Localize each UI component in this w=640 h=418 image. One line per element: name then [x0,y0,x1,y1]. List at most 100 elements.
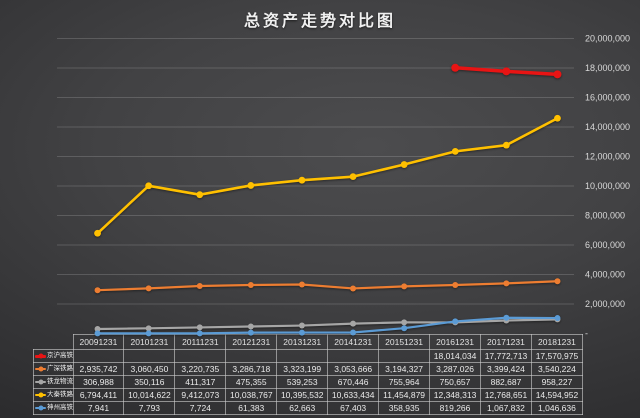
value-cell: 7,941 [72,401,125,415]
series-label-cell: 神州高铁 [33,401,74,415]
year-header-cell: 20181231 [530,334,584,350]
value-cell: 3,194,327 [378,362,431,376]
data-point-marker [350,285,357,292]
legend-line-icon [35,353,46,359]
year-header-cell: 20171231 [480,334,532,350]
y-axis-label: - [585,329,588,339]
data-point-marker [196,282,203,289]
data-point-marker [349,173,357,181]
data-point-marker [298,176,306,184]
value-cell: 350,116 [123,375,176,389]
value-cell [378,349,431,363]
year-header-cell: 20151231 [378,334,431,350]
y-axis-label: 6,000,000 [585,240,625,250]
value-cell: 958,227 [530,375,584,389]
data-point-marker [554,316,561,323]
data-point-marker [298,322,305,329]
data-point-marker [554,114,561,122]
legend-line-icon [35,379,46,385]
series-label-cell: 大秦铁路 [33,388,74,402]
value-cell: 3,053,666 [327,362,380,376]
data-point-marker [196,324,203,331]
legend-line-icon [35,405,46,411]
data-point-marker [401,283,408,290]
value-cell: 9,412,073 [174,388,227,402]
y-axis-label: 4,000,000 [585,270,625,280]
y-axis-label: 20,000,000 [585,34,630,44]
year-header-cell: 20141231 [327,334,380,350]
value-cell: 358,935 [378,401,431,415]
legend-marker-icon [38,366,43,372]
series-line [96,116,559,235]
legend-marker-icon [38,405,43,411]
value-cell: 3,286,718 [225,362,278,376]
chart-title: 总资产走势对比图 [243,13,396,30]
series-line [96,316,559,335]
series-label: 铁龙物流 [47,377,73,385]
legend-marker-icon [38,392,43,398]
table-row: 京沪高铁 18,014,034 17,772,713 17,570,975 [33,349,584,363]
data-point-marker [452,319,459,326]
value-cell [327,349,380,363]
value-cell: 10,395,532 [276,388,329,402]
value-cell: 14,594,952 [530,388,584,402]
data-point-marker [247,282,254,289]
value-cell: 6,794,411 [72,388,125,402]
value-cell: 475,355 [225,375,278,389]
year-header-cell: 20161231 [429,334,481,350]
value-cell: 7,724 [174,401,227,415]
series-line [453,66,560,77]
y-axis-label: 2,000,000 [585,299,625,309]
data-point-marker [94,325,101,332]
data-point-marker [401,319,408,326]
value-cell: 755,964 [378,375,431,389]
value-cell: 12,768,651 [480,388,532,402]
value-cell: 539,253 [276,375,329,389]
value-cell: 1,067,832 [480,401,532,415]
data-point-marker [400,161,408,168]
year-header-cell: 20091231 [72,334,125,350]
data-point-marker [94,229,101,237]
value-cell: 11,454,879 [378,388,431,402]
value-cell: 3,399,424 [480,362,532,376]
year-header-cell: 20101231 [123,334,176,350]
data-point-marker [503,317,510,324]
series-label: 大秦铁路 [47,390,73,398]
data-point-marker [401,325,408,332]
value-cell: 3,060,450 [123,362,176,376]
asset-table: 20091231 20101231 20111231 20121231 20131231… [33,334,584,415]
series-label-cell: 京沪高铁 [33,349,74,363]
series-layer [94,63,562,337]
series-line [96,280,559,292]
y-axis-label: 10,000,000 [585,181,630,191]
data-point-marker [502,141,510,149]
table-row: 铁龙物流 306,988 350,116 411,317 475,355 539,253 6… [33,375,584,389]
data-point-marker [554,315,561,322]
value-cell: 17,570,975 [530,349,584,363]
table-row: 广深铁路 2,935,742 3,060,450 3,220,735 3,286,718… [33,362,584,376]
data-point-marker [94,287,101,294]
value-cell: 62,663 [276,401,329,415]
data-point-marker [451,147,459,155]
data-point-marker [298,281,305,288]
value-cell: 7,793 [123,401,176,415]
series-label: 京沪高铁 [47,351,73,359]
legend-line-icon [35,392,46,398]
data-point-marker [350,320,357,327]
value-cell [276,349,329,363]
value-cell: 819,266 [429,401,481,415]
value-cell: 3,220,735 [174,362,227,376]
data-point-marker [451,63,460,72]
y-axis-label: 8,000,000 [585,211,625,221]
data-point-marker [502,67,511,76]
value-cell: 670,446 [327,375,380,389]
value-cell: 10,633,434 [327,388,380,402]
data-point-marker [145,325,152,332]
value-cell: 1,046,636 [530,401,584,415]
data-point-marker [145,285,152,292]
series-label: 神州高铁 [47,403,73,411]
y-axis-label: 14,000,000 [585,122,630,132]
series-label: 广深铁路 [47,364,73,372]
value-cell: 750,657 [429,375,481,389]
